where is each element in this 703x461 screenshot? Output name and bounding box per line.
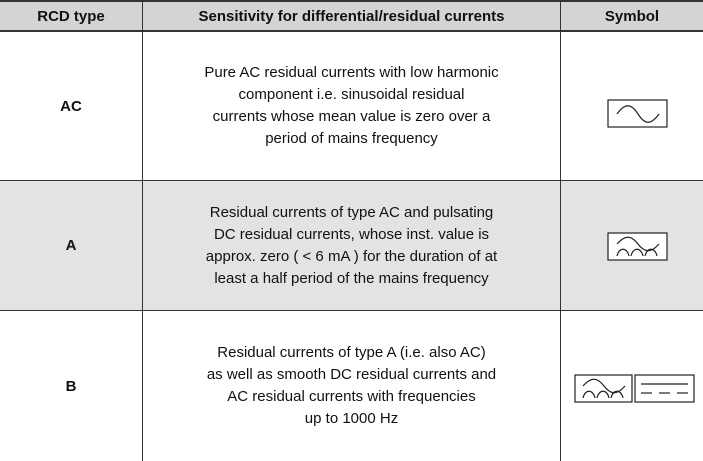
rule: [0, 310, 703, 311]
description-line: currents whose mean value is zero over a: [212, 108, 491, 125]
description: Pure AC residual currents with low harmo…: [143, 32, 560, 180]
description-line: Residual currents of type A (i.e. also A…: [217, 344, 486, 361]
rule: [0, 180, 703, 181]
column-rule: [560, 0, 561, 461]
rcd-type: AC: [60, 97, 82, 115]
symbol-b: [574, 374, 695, 403]
description: Residual currents of type A (i.e. also A…: [143, 311, 560, 461]
header-cell: RCD type: [37, 7, 105, 25]
rule: [0, 30, 703, 32]
description-line: up to 1000 Hz: [304, 410, 399, 427]
description-line: least a half period of the mains frequen…: [214, 269, 489, 287]
header-cell: Symbol: [604, 7, 660, 25]
header-cell: Sensitivity for differential/residual cu…: [198, 7, 505, 25]
column-rule: [142, 0, 143, 461]
row-background: [0, 181, 703, 311]
description-line: as well as smooth DC residual currents a…: [206, 366, 497, 383]
rcd-type: A: [65, 237, 77, 254]
description-line: period of mains frequency: [265, 130, 438, 147]
header-background: [0, 0, 703, 31]
symbol-ac: [607, 99, 668, 128]
description-line: Pure AC residual currents with low harmo…: [204, 64, 499, 81]
description: Residual currents of type AC and pulsati…: [143, 181, 560, 310]
description-line: AC residual currents with frequencies: [227, 388, 476, 405]
rule: [0, 0, 703, 2]
symbol-a: [607, 232, 668, 261]
description-line: DC residual currents, whose inst. value …: [213, 225, 490, 243]
description-line: Residual currents of type AC and pulsati…: [209, 203, 494, 221]
rcd-type: B: [65, 377, 77, 395]
description-line: component i.e. sinusoidal residual: [238, 86, 465, 103]
description-line: approx. zero ( < 6 mA ) for the duration…: [205, 247, 498, 265]
